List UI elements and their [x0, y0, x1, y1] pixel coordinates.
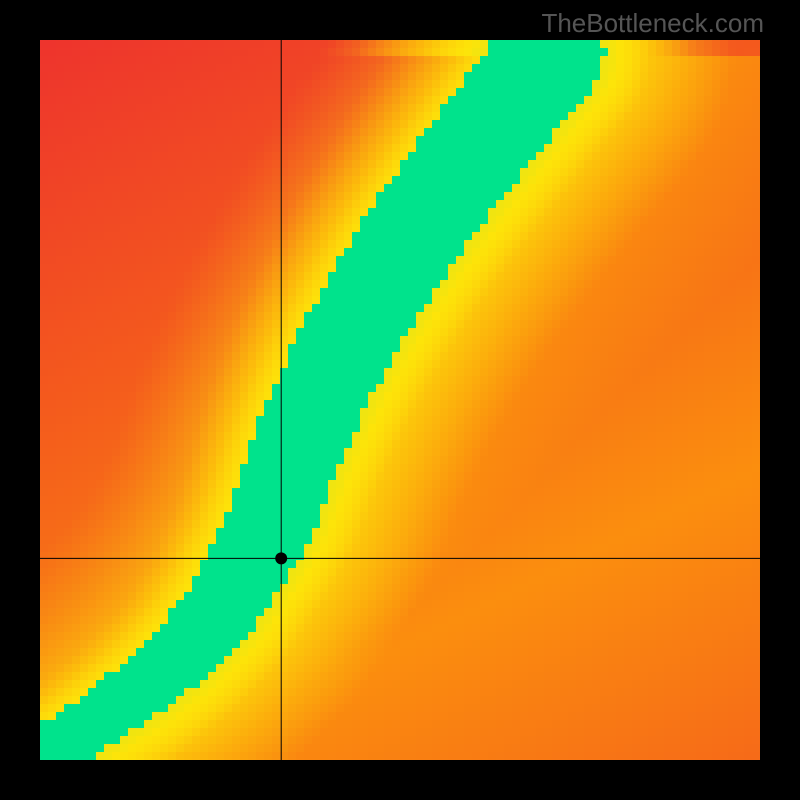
- chart-container: TheBottleneck.com: [0, 0, 800, 800]
- heatmap-plot-area: [40, 40, 760, 760]
- watermark-text: TheBottleneck.com: [541, 8, 764, 39]
- heatmap-canvas: [40, 40, 760, 760]
